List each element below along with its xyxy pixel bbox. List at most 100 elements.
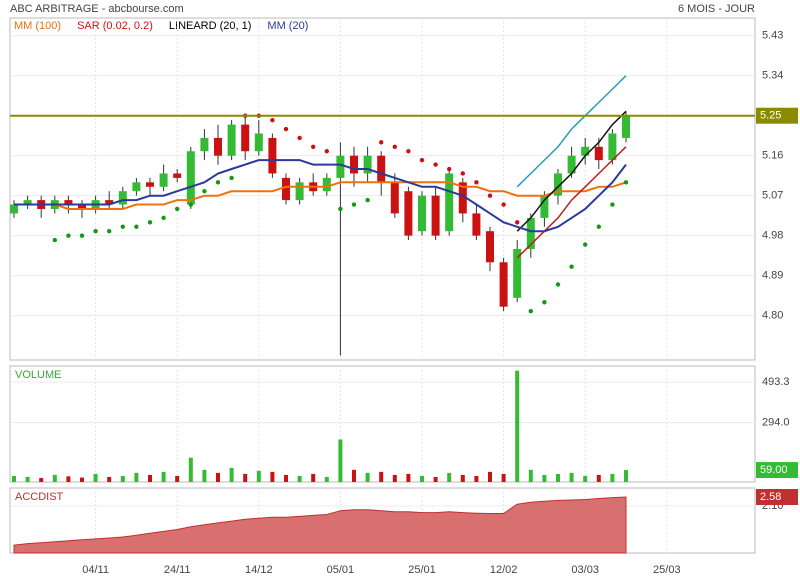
sar-dot [392, 144, 397, 150]
volume-bar [583, 475, 588, 482]
volume-bar [25, 476, 30, 482]
volume-bar [515, 370, 520, 482]
volume-bar [624, 470, 628, 482]
sar-dot [270, 117, 275, 123]
volume-bar [148, 474, 152, 482]
sar-dot [406, 149, 411, 154]
moving-average [14, 159, 627, 233]
sar-dot [583, 242, 588, 247]
candle-body [554, 173, 562, 196]
candle-body [390, 182, 399, 214]
legend-entry: LINEARD (20, 1) [169, 20, 252, 32]
candle-body [173, 173, 182, 178]
candle-body [132, 182, 141, 192]
y-tick-label: 5.16 [762, 150, 783, 162]
candle-body [268, 137, 277, 174]
legend-entry: SAR (0.02, 0.2) [77, 20, 153, 32]
sar-dot [229, 175, 234, 181]
volume-bar [556, 473, 560, 482]
sar-dot [324, 149, 329, 154]
candle-body [200, 137, 209, 152]
volume-bar [610, 473, 615, 482]
candle-body [186, 151, 195, 205]
volume-label-box [756, 462, 798, 479]
candle-body [526, 217, 535, 249]
candle-body [78, 204, 86, 209]
sar-dot [107, 228, 112, 234]
period-label: 6 MOIS - JOUR [678, 3, 755, 15]
sar-dot [365, 197, 370, 203]
x-tick-label: 14/12 [245, 564, 273, 576]
volume-bar [216, 472, 220, 482]
sar-dot [52, 237, 57, 243]
sar-dot [134, 224, 139, 229]
sar-dot [283, 126, 289, 132]
candle-body [622, 115, 630, 138]
sar-dot [215, 180, 221, 185]
candle-body [350, 155, 358, 174]
volume-panel [9, 365, 756, 483]
volume-bar [501, 473, 506, 482]
y-tick-label: 294.0 [762, 416, 790, 428]
volume-bar [52, 474, 57, 482]
volume-bar [107, 476, 112, 482]
volume-value-label: 59.00 [760, 464, 788, 476]
candle-body [214, 137, 222, 156]
volume-bar [392, 474, 397, 482]
x-tick-label: 05/01 [327, 564, 355, 576]
sar-dot [161, 215, 166, 221]
sar-dot [610, 202, 615, 207]
candle-body [254, 133, 263, 152]
candle-body [336, 155, 345, 178]
volume-bar [352, 469, 356, 482]
volume-bar [365, 472, 370, 482]
level-label: 5.25 [760, 110, 781, 122]
volume-bar [284, 474, 288, 482]
candle-body [472, 213, 481, 236]
regression-line [516, 110, 627, 232]
volume-bar [134, 472, 139, 482]
volume-bar [338, 439, 343, 482]
volume-bar [460, 474, 465, 482]
volume-title: VOLUME [15, 369, 61, 381]
sar-dot [93, 228, 98, 234]
volume-bar [161, 471, 166, 482]
candle-body [486, 231, 494, 263]
candle-body [445, 173, 454, 232]
sar-dot [147, 220, 153, 225]
volume-bar [379, 471, 384, 482]
sar-dot [447, 166, 452, 172]
volume-bar [12, 475, 16, 482]
x-tick-label: 12/02 [490, 564, 518, 576]
candle-body [567, 155, 576, 174]
sar-dot [596, 224, 601, 229]
sar-dot [311, 144, 316, 150]
y-tick-label: 4.98 [762, 230, 783, 242]
volume-bar [474, 475, 479, 482]
volume-bar [433, 476, 438, 482]
volume-bar [297, 475, 302, 482]
x-tick-label: 04/11 [82, 564, 109, 576]
volume-bar [188, 457, 193, 482]
sar-dot [202, 189, 207, 194]
accdist-title: ACCDIST [15, 491, 64, 503]
sar-dot [460, 171, 465, 176]
accdist-label-box [756, 489, 798, 506]
candle-body [594, 146, 603, 161]
volume-bar [542, 474, 547, 482]
x-tick-label: 24/11 [164, 564, 191, 576]
sar-dot [379, 140, 384, 145]
candle-body [227, 124, 236, 156]
candle-body [23, 200, 32, 205]
candle-body [159, 173, 168, 187]
sar-dot [623, 180, 629, 185]
volume-bar [243, 473, 248, 482]
candle-body [458, 182, 467, 214]
y-tick-label: 5.34 [762, 70, 783, 82]
sar-dot [555, 282, 561, 287]
volume-bar [229, 467, 234, 482]
sar-dot [120, 224, 126, 229]
sar-dot [338, 206, 343, 212]
sar-dot [528, 308, 533, 314]
